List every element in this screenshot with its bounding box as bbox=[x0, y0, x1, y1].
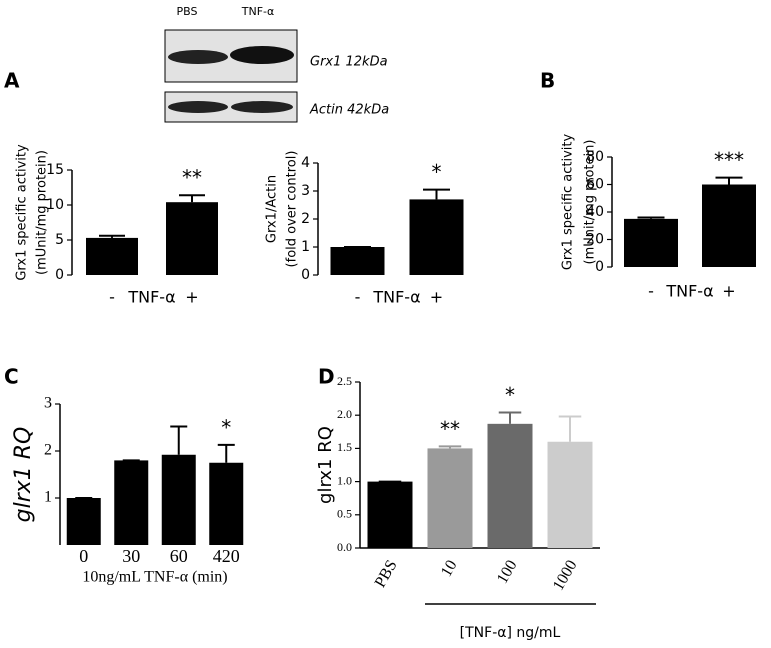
panel-label: D bbox=[318, 365, 335, 389]
x-axis-label: TNF-α bbox=[665, 282, 713, 301]
panel-label: C bbox=[4, 365, 19, 389]
x-tick-label: + bbox=[430, 288, 443, 307]
y-tick-label: 15 bbox=[46, 162, 64, 178]
significance-label: *** bbox=[714, 148, 744, 172]
lane-label: PBS bbox=[177, 5, 198, 18]
x-tick-label: 1000 bbox=[550, 557, 581, 593]
x-axis-label: 10ng/mL TNF-α (min) bbox=[82, 569, 227, 586]
y-tick-label: 1 bbox=[301, 239, 310, 255]
y-axis-label: (mUnit/mg protein) bbox=[583, 140, 598, 265]
significance-label: * bbox=[221, 415, 231, 439]
x-tick-label: + bbox=[722, 282, 735, 301]
bar bbox=[427, 448, 473, 548]
significance-label: * bbox=[505, 383, 515, 407]
y-tick-label: 1.0 bbox=[337, 473, 352, 487]
y-tick-label: 2 bbox=[301, 211, 310, 227]
bar bbox=[547, 441, 593, 548]
panel-label: B bbox=[540, 69, 555, 93]
y-tick-label: 0.5 bbox=[337, 507, 352, 521]
x-tick-label: 420 bbox=[213, 546, 240, 566]
x-axis-label: TNF-α bbox=[127, 288, 175, 307]
y-tick-label: 2.0 bbox=[337, 407, 352, 421]
y-axis-label: Grx1/Actin bbox=[265, 175, 280, 243]
bar bbox=[166, 202, 218, 275]
y-tick-label: 0.0 bbox=[337, 540, 352, 554]
x-tick-label: 60 bbox=[170, 546, 188, 566]
bar bbox=[86, 237, 138, 275]
x-tick-label: - bbox=[355, 288, 361, 307]
bar bbox=[367, 481, 413, 548]
x-tick-label: + bbox=[185, 288, 198, 307]
x-tick-label: 100 bbox=[494, 557, 521, 586]
y-tick-label: 1.5 bbox=[337, 440, 352, 454]
y-tick-label: 4 bbox=[301, 155, 310, 171]
blot-band bbox=[231, 101, 293, 113]
x-tick-label: 10 bbox=[438, 557, 461, 579]
x-axis-label: [TNF-α] ng/mL bbox=[460, 625, 561, 641]
significance-label: ** bbox=[440, 417, 460, 441]
y-axis-label: (fold over control) bbox=[285, 151, 300, 268]
x-tick-label: 0 bbox=[79, 546, 88, 566]
y-tick-label: 3 bbox=[44, 395, 52, 412]
blot-band bbox=[168, 101, 228, 113]
y-tick-label: 0 bbox=[595, 259, 604, 275]
y-tick-label: 1 bbox=[44, 489, 52, 506]
bar bbox=[114, 460, 149, 545]
y-axis-label: (mUnit/mg protein) bbox=[35, 150, 50, 275]
bar bbox=[409, 199, 464, 275]
panel-label: A bbox=[4, 69, 20, 93]
y-tick-label: 5 bbox=[55, 232, 64, 248]
blot-band bbox=[168, 50, 228, 64]
y-tick-label: 40 bbox=[586, 204, 604, 220]
y-tick-label: 3 bbox=[301, 183, 310, 199]
y-tick-label: 0 bbox=[55, 267, 64, 283]
bar bbox=[702, 184, 756, 267]
y-axis-label: glrx1 RQ bbox=[315, 426, 336, 504]
bar bbox=[487, 423, 533, 548]
bar bbox=[66, 498, 101, 545]
western-blot: PBS TNF-α Grx1 12kDa Actin 42kDa bbox=[164, 5, 389, 123]
bar bbox=[209, 462, 244, 545]
y-tick-label: 60 bbox=[586, 177, 604, 193]
band-label: Grx1 12kDa bbox=[310, 55, 388, 70]
band-label: Actin 42kDa bbox=[309, 103, 389, 118]
y-axis-label: Grx1 specific activity bbox=[15, 144, 30, 281]
y-tick-label: 2 bbox=[44, 442, 52, 459]
significance-label: * bbox=[432, 160, 442, 184]
y-axis-label: glrx1 RQ bbox=[11, 427, 36, 523]
bar bbox=[624, 218, 678, 267]
blot-band bbox=[230, 46, 294, 64]
significance-label: ** bbox=[182, 166, 202, 190]
y-tick-label: 0 bbox=[301, 267, 310, 283]
x-tick-label: PBS bbox=[372, 557, 401, 590]
y-tick-label: 20 bbox=[586, 232, 604, 248]
x-axis-label: TNF-α bbox=[372, 288, 420, 307]
bar bbox=[161, 454, 196, 545]
x-tick-label: - bbox=[648, 282, 654, 301]
y-axis-label: Grx1 specific activity bbox=[561, 134, 576, 271]
y-tick-label: 2.5 bbox=[337, 374, 352, 388]
bar bbox=[330, 247, 385, 275]
x-tick-label: 30 bbox=[122, 546, 140, 566]
y-tick-label: 10 bbox=[46, 197, 64, 213]
lane-label: TNF-α bbox=[241, 5, 275, 18]
x-tick-label: - bbox=[109, 288, 115, 307]
y-tick-label: 80 bbox=[586, 149, 604, 165]
